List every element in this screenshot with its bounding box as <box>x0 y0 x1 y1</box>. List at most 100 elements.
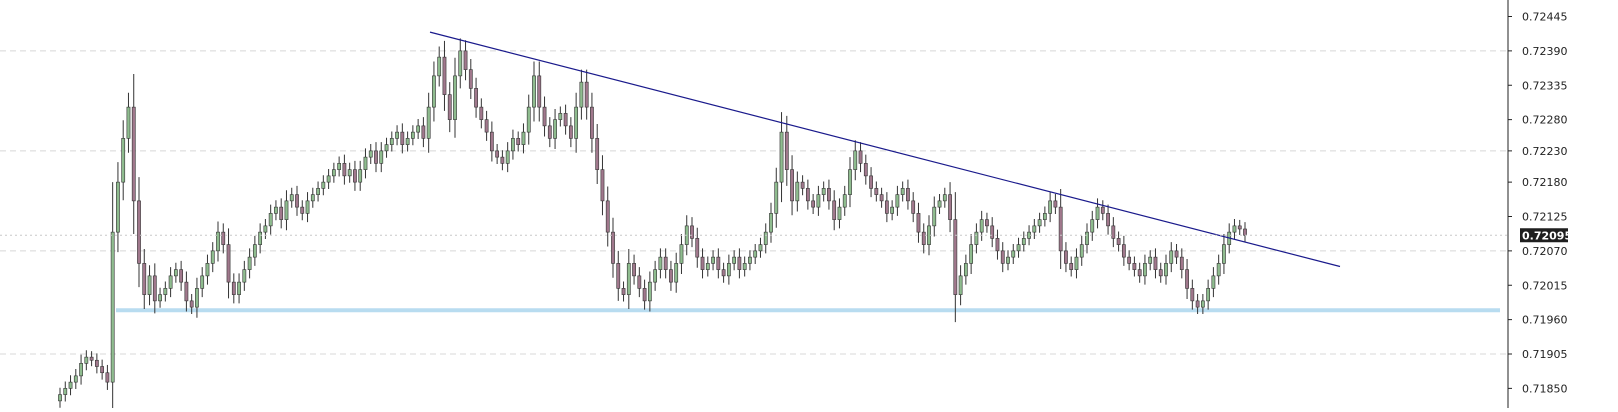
candle-body-bear <box>858 150 863 164</box>
candle <box>863 154 868 185</box>
candle-body-bear <box>584 81 589 108</box>
candle-body-bear <box>632 263 636 277</box>
candle-body-bull <box>79 363 83 377</box>
candle <box>990 217 995 248</box>
candle-body-bull <box>521 131 526 145</box>
candle-body-bull <box>310 194 315 202</box>
candle <box>827 179 831 210</box>
candle <box>226 228 231 299</box>
candle-body-bull <box>432 75 436 108</box>
candle-body-bull <box>553 119 557 139</box>
candle-body-bear <box>447 94 452 120</box>
candle <box>284 190 289 231</box>
candle-body-bull <box>1143 263 1147 277</box>
candle-body-bear <box>621 288 626 295</box>
candle-body-bear <box>1000 250 1005 264</box>
candle <box>895 185 900 216</box>
candle <box>1148 250 1153 271</box>
candle-body-bull <box>932 206 937 227</box>
candle <box>374 142 378 173</box>
candle <box>1106 204 1110 235</box>
candle-body-bear <box>295 194 299 208</box>
candle-body-bull <box>532 75 536 108</box>
candle-body-bull <box>205 263 210 277</box>
candle-body-bull <box>200 275 205 289</box>
candle <box>416 119 421 139</box>
candle-body-bull <box>242 269 247 283</box>
candle-body-bull <box>1148 256 1153 264</box>
candle <box>553 109 557 149</box>
candle <box>1143 254 1147 285</box>
candle <box>800 175 805 196</box>
candle-body-bear <box>1053 200 1058 208</box>
candle-body-bear <box>995 238 1000 252</box>
candle-body-bull <box>816 194 821 208</box>
candle <box>263 219 268 239</box>
y-tick-label: 0.72445 <box>1522 11 1568 24</box>
candle-body-bull <box>289 194 294 202</box>
candle <box>347 162 352 183</box>
candle <box>637 267 642 298</box>
candle-body-bear <box>421 125 426 139</box>
candle <box>221 223 226 254</box>
candle-body-bear <box>921 231 926 245</box>
candle-body-bear <box>537 75 542 108</box>
candle-body-bull <box>389 138 394 145</box>
candle-body-bull <box>63 388 68 395</box>
candle-body-bull <box>726 263 731 277</box>
candle <box>1111 217 1116 248</box>
candle-body-bull <box>1042 213 1047 220</box>
candle-body-bull <box>379 150 384 164</box>
candle <box>753 244 758 264</box>
candle-body-bull <box>252 244 257 258</box>
candle <box>474 77 478 118</box>
candle <box>647 271 652 312</box>
candle-body-bear <box>637 275 642 289</box>
candle-body-bear <box>800 181 805 189</box>
candle <box>869 167 873 198</box>
candle <box>595 124 600 184</box>
candle <box>84 350 89 371</box>
candle <box>274 200 278 221</box>
candle-body-bear <box>374 150 378 164</box>
candle <box>605 186 610 247</box>
candle-body-bear <box>737 256 742 270</box>
candle <box>210 242 215 273</box>
candle <box>732 250 737 271</box>
candle <box>1100 200 1105 221</box>
candle <box>216 221 220 262</box>
candle-body-bear <box>911 200 916 214</box>
candle <box>432 61 436 122</box>
candle <box>958 265 963 306</box>
candle <box>1232 219 1237 239</box>
price-axis: 0.72445 0.72390 0.72335 0.72280 0.72230 0.721… <box>0 0 1568 408</box>
candle-body-bear <box>468 69 473 89</box>
candle <box>932 196 937 237</box>
candle-body-bull <box>1074 256 1079 270</box>
candle <box>621 281 626 302</box>
candle-body-bull <box>453 75 457 120</box>
candle-body-bull <box>321 181 326 189</box>
candle <box>542 96 547 137</box>
candle <box>437 46 442 87</box>
candle-body-bull <box>1016 244 1021 252</box>
candle-body-bull <box>795 181 800 202</box>
candle-body-bull <box>147 275 152 295</box>
candle <box>321 175 326 196</box>
candle <box>379 142 384 173</box>
candle <box>784 115 789 186</box>
candle <box>690 217 694 248</box>
candle-body-bear <box>1237 225 1242 230</box>
candle-body-bull <box>1211 275 1216 289</box>
candle <box>906 179 910 210</box>
candle-body-bear <box>595 138 600 170</box>
candle <box>358 160 363 191</box>
candle <box>1174 244 1179 264</box>
candle <box>142 249 147 309</box>
candle <box>979 210 984 241</box>
candle <box>1121 235 1126 266</box>
candle-body-bull <box>126 106 131 139</box>
candle-body-bull <box>1222 244 1226 264</box>
candle-body-bear <box>869 175 873 189</box>
candle <box>447 82 452 133</box>
